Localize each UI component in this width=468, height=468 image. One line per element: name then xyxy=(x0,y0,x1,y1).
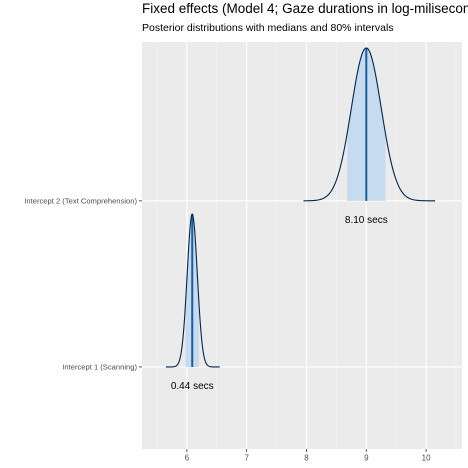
y-tick-label: Intercept 1 (Scanning) xyxy=(62,363,137,372)
density-curve xyxy=(303,47,436,202)
secs-annotation: 8.10 secs xyxy=(345,215,388,226)
x-tick-label: 10 xyxy=(422,454,431,463)
x-tick-label: 9 xyxy=(364,454,369,463)
x-tick-label: 8 xyxy=(304,454,309,463)
secs-annotation: 0.44 secs xyxy=(171,381,214,392)
x-tick-label: 6 xyxy=(185,454,190,463)
chart-subtitle: Posterior distributions with medians and… xyxy=(142,22,394,34)
y-axis: Intercept 1 (Scanning) Intercept 2 (Text … xyxy=(24,197,142,372)
density-layer: 0.44 secs 8.10 secs xyxy=(165,47,436,392)
chart-title: Fixed effects (Model 4; Gaze durations i… xyxy=(142,1,468,16)
density-curve xyxy=(165,213,220,368)
x-axis: 6 7 8 9 10 xyxy=(185,449,431,463)
x-tick-label: 7 xyxy=(244,454,249,463)
minor-grid xyxy=(156,42,457,449)
y-tick-label: Intercept 2 (Text Comprehension) xyxy=(24,197,137,206)
